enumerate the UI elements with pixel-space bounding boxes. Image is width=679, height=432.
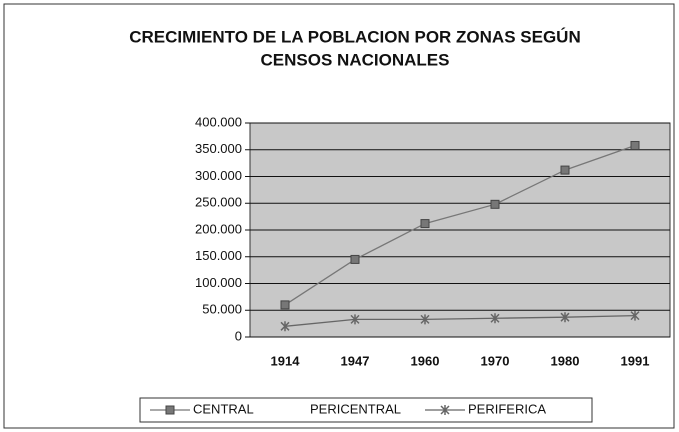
y-tick-label: 200.000 [195,221,242,236]
legend-label: PERIFERICA [468,401,546,416]
point-marker [560,312,570,323]
chart-title: CRECIMIENTO DE LA POBLACION POR ZONAS SE… [129,27,580,46]
y-tick-label: 150.000 [195,248,242,263]
point-marker [560,165,570,175]
point-marker [630,140,640,150]
x-tick-label: 1991 [621,353,650,368]
point-marker [280,321,290,332]
point-marker [420,314,430,325]
point-marker [420,219,430,229]
point-marker [440,405,450,415]
point-marker [630,310,640,321]
point-marker [350,254,360,264]
series-line [284,144,636,306]
x-tick-label: 1960 [411,353,440,368]
y-tick-label: 100.000 [195,275,242,290]
point-marker [490,313,500,324]
chart-subtitle: CENSOS NACIONALES [261,50,450,69]
x-tick-label: 1980 [551,353,580,368]
x-tick-label: 1970 [481,353,510,368]
y-tick-label: 300.000 [195,168,242,183]
point-marker [165,405,175,415]
point-marker [350,314,360,325]
y-tick-label: 0 [235,328,242,343]
y-tick-label: 400.000 [195,114,242,129]
legend-label: PERICENTRAL [310,401,401,416]
x-tick-label: 1947 [341,353,370,368]
point-marker [490,199,500,209]
point-marker [280,300,290,310]
y-tick-label: 50.000 [202,302,242,317]
y-tick-label: 250.000 [195,195,242,210]
x-tick-label: 1914 [271,353,301,368]
series-line [284,314,636,327]
legend-label: CENTRAL [193,401,254,416]
y-tick-label: 350.000 [195,141,242,156]
legend-box [139,397,593,423]
